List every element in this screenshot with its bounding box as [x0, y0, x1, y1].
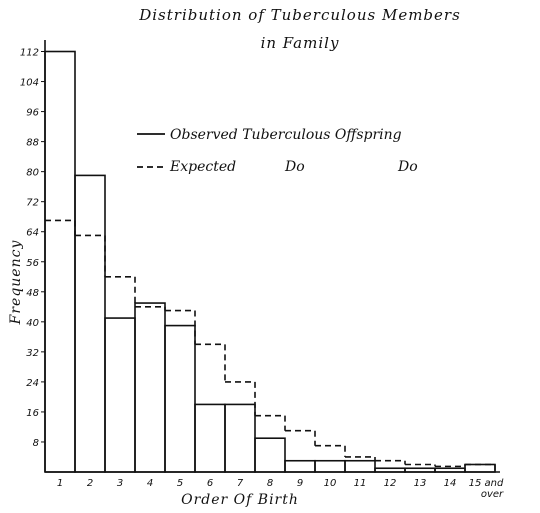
legend-observed-label: Observed Tuberculous Offspring — [170, 127, 402, 143]
observed-bar — [314, 459, 346, 473]
y-tick-label: 16 — [26, 408, 39, 419]
x-tick-label: 11 — [354, 478, 367, 489]
observed-bar — [464, 463, 496, 473]
observed-bar — [164, 324, 196, 473]
observed-bar — [374, 467, 406, 473]
y-axis-label: Frequency — [8, 240, 24, 326]
x-tick-label: 14 — [444, 478, 457, 489]
x-tick-label: 8 — [267, 478, 273, 489]
observed-bar — [344, 459, 376, 473]
observed-bar — [284, 459, 316, 473]
x-tick-label: 13 — [414, 478, 427, 489]
x-tick-labels: 1 2 3 4 5 6 7 8 9 10 11 12 13 14 15 and over — [57, 478, 504, 500]
legend-ditto-1: Do — [284, 159, 305, 175]
observed-bar — [44, 50, 76, 473]
observed-bar — [404, 467, 436, 473]
observed-bar — [104, 317, 136, 473]
x-tick-label: 5 — [177, 478, 183, 489]
x-tick-label: 6 — [207, 478, 213, 489]
x-tick-label: 15 and over — [469, 478, 504, 500]
x-tick-label: 2 — [87, 478, 93, 489]
y-tick-label: 104 — [20, 78, 39, 89]
x-tick-label: 3 — [117, 478, 123, 489]
legend-ditto-2: Do — [397, 159, 418, 175]
x-tick-label: 7 — [237, 478, 244, 489]
y-tick-labels: 8 16 24 32 40 48 56 64 72 80 88 96 104 112 — [20, 48, 45, 449]
legend: Observed Tuberculous Offspring Expected … — [137, 127, 418, 175]
y-tick-label: 56 — [26, 258, 39, 269]
observed-bar — [224, 403, 256, 473]
observed-bar — [74, 174, 106, 473]
observed-bar — [434, 467, 466, 473]
y-tick-label: 8 — [33, 438, 39, 449]
x-tick-label: 9 — [297, 478, 303, 489]
y-tick-label: 88 — [26, 138, 39, 149]
x-axis-label: Order Of Birth — [181, 492, 299, 508]
observed-bar — [134, 302, 166, 473]
chart-title: Distribution of Tuberculous Members — [138, 6, 461, 24]
x-tick-label: 1 — [57, 478, 63, 489]
y-tick-label: 72 — [26, 198, 39, 209]
observed-bar — [254, 437, 286, 473]
y-tick-label: 96 — [26, 108, 39, 119]
observed-bar — [194, 403, 226, 473]
chart-subtitle: in Family — [261, 34, 340, 52]
observed-bars — [44, 50, 496, 473]
y-tick-label: 48 — [26, 288, 39, 299]
y-tick-label: 24 — [26, 378, 39, 389]
y-tick-label: 40 — [26, 318, 39, 329]
expected-steps — [45, 219, 496, 472]
legend-expected-label: Expected — [169, 159, 236, 175]
x-tick-label: 10 — [324, 478, 337, 489]
y-tick-label: 64 — [26, 228, 39, 239]
y-tick-label: 112 — [20, 48, 39, 59]
x-tick-label: 12 — [384, 478, 397, 489]
x-tick-label: 4 — [147, 478, 153, 489]
y-tick-label: 80 — [26, 168, 39, 179]
y-tick-label: 32 — [26, 348, 39, 359]
